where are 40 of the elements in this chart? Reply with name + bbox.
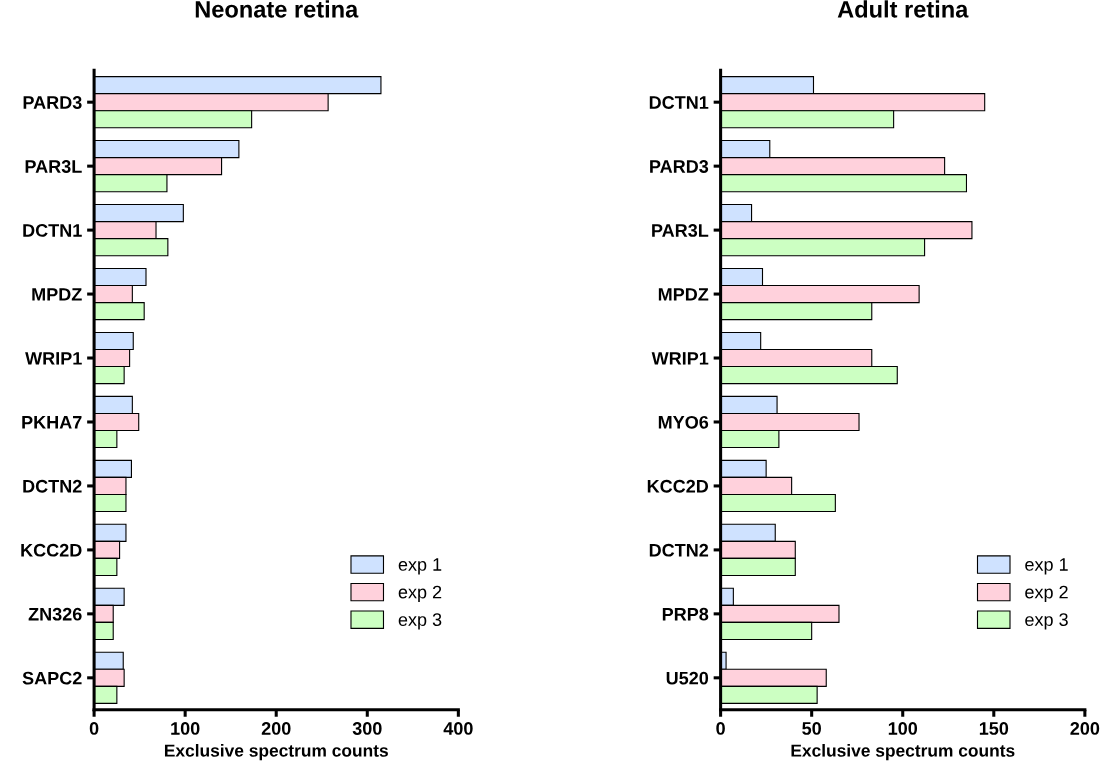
y-tick-label: WRIP1 bbox=[651, 352, 709, 365]
y-tick-label: ZN326 bbox=[28, 607, 82, 621]
legend-label: exp 2 bbox=[398, 585, 442, 603]
x-axis-title: Exclusive spectrum counts bbox=[164, 743, 388, 761]
y-tick-label: WRIP1 bbox=[25, 352, 82, 365]
legend-label: exp 1 bbox=[398, 558, 442, 575]
x-tick-label: 300 bbox=[352, 722, 382, 735]
x-tick-label: 50 bbox=[802, 722, 821, 735]
x-tick-label: 100 bbox=[888, 722, 918, 735]
y-tick-label: SAPC2 bbox=[22, 671, 82, 685]
x-tick-label: 400 bbox=[443, 722, 473, 735]
x-tick-label: 0 bbox=[89, 722, 99, 735]
y-tick-label: PAR3L bbox=[25, 160, 82, 173]
x-tick-label: 0 bbox=[716, 722, 725, 735]
legend-label: exp 1 bbox=[1025, 558, 1068, 575]
x-axis-title: Exclusive spectrum counts bbox=[791, 743, 1015, 761]
legend-label: exp 2 bbox=[1025, 585, 1068, 603]
x-tick-label: 100 bbox=[171, 722, 200, 735]
y-tick-label: KCC2D bbox=[647, 479, 709, 493]
y-tick-label: DCTN1 bbox=[23, 224, 82, 237]
x-tick-label: 150 bbox=[979, 722, 1009, 735]
legend-label: exp 3 bbox=[398, 613, 442, 630]
y-tick-label: MYO6 bbox=[658, 415, 709, 429]
y-tick-label: KCC2D bbox=[21, 543, 82, 557]
x-tick-label: 200 bbox=[261, 722, 291, 735]
y-tick-label: DCTN2 bbox=[649, 543, 709, 557]
y-tick-label: MPDZ bbox=[658, 288, 709, 301]
chart-title: Neonate retina bbox=[195, 0, 359, 18]
y-tick-label: DCTN1 bbox=[649, 96, 709, 109]
y-tick-label: DCTN2 bbox=[23, 479, 82, 493]
y-tick-label: PARD3 bbox=[650, 160, 709, 173]
x-tick-label: 200 bbox=[1070, 722, 1100, 735]
y-tick-label: PKHA7 bbox=[22, 416, 82, 429]
chart-title: Adult retina bbox=[837, 0, 969, 18]
legend-label: exp 3 bbox=[1025, 613, 1068, 630]
y-tick-label: U520 bbox=[666, 671, 709, 685]
y-tick-label: PARD3 bbox=[23, 96, 82, 109]
y-tick-label: MPDZ bbox=[32, 288, 82, 301]
y-tick-label: PRP8 bbox=[662, 607, 709, 621]
y-tick-label: PAR3L bbox=[652, 224, 709, 237]
